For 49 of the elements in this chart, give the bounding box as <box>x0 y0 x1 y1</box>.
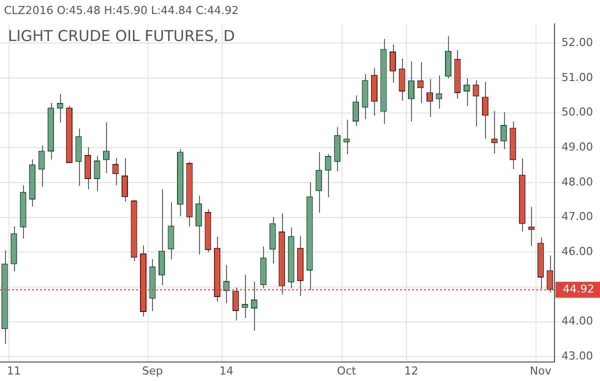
y-tick-label: 51.00 <box>562 70 594 84</box>
candlestick <box>444 36 452 79</box>
candlestick <box>242 274 248 318</box>
x-tick-label: 11 <box>6 364 21 378</box>
y-tick-label: 48.00 <box>562 175 594 188</box>
y-tick-label: 44.00 <box>562 314 594 328</box>
x-tick-label: 14 <box>219 364 234 378</box>
candlestick <box>491 110 498 154</box>
candlestick <box>223 264 230 304</box>
chart-subtitle: CLZ2016 O:45.48 H:45.90 L:44.84 C:44.92 <box>4 4 239 17</box>
y-tick-label: 47.00 <box>562 210 594 224</box>
chart-title: LIGHT CRUDE OIL FUTURES, D <box>8 26 235 45</box>
candlestick <box>472 80 480 127</box>
candlestick <box>482 81 488 140</box>
candlestick <box>158 188 165 286</box>
candlestick <box>426 78 433 118</box>
candlestick <box>56 94 64 124</box>
candlestick <box>500 112 507 150</box>
x-tick-label: Nov <box>530 364 552 378</box>
candlestick <box>103 122 110 174</box>
x-tick-label: 12 <box>404 364 418 378</box>
candlestick <box>352 94 360 127</box>
candlestick <box>232 287 239 321</box>
candlestick <box>316 152 322 214</box>
candlestick <box>463 78 470 106</box>
candlestick <box>408 60 414 122</box>
candlestick <box>122 158 128 202</box>
y-tick-label: 46.00 <box>562 244 594 258</box>
candlestick <box>324 154 332 198</box>
candlestick <box>528 206 535 247</box>
y-tick-label: 43.00 <box>562 349 594 362</box>
ref-line-label: 44.92 <box>562 282 594 296</box>
candlestick <box>84 146 92 190</box>
x-tick-label: Sep <box>142 364 163 378</box>
candlestick <box>250 281 258 331</box>
candlestick <box>112 158 119 186</box>
candlestick <box>195 195 202 256</box>
x-tick-label: Oct <box>337 364 357 378</box>
candlestick <box>168 202 174 260</box>
candlestick <box>546 255 554 293</box>
candlestick <box>390 44 396 84</box>
candlestick <box>343 119 350 155</box>
y-tick-label: 52.00 <box>562 36 594 50</box>
y-tick-label: 49.00 <box>562 140 594 154</box>
candlestick <box>38 145 45 188</box>
candlestick <box>94 155 100 192</box>
y-tick-label: 50.00 <box>562 106 594 119</box>
candlestick <box>75 128 82 186</box>
candlestick <box>398 58 406 102</box>
